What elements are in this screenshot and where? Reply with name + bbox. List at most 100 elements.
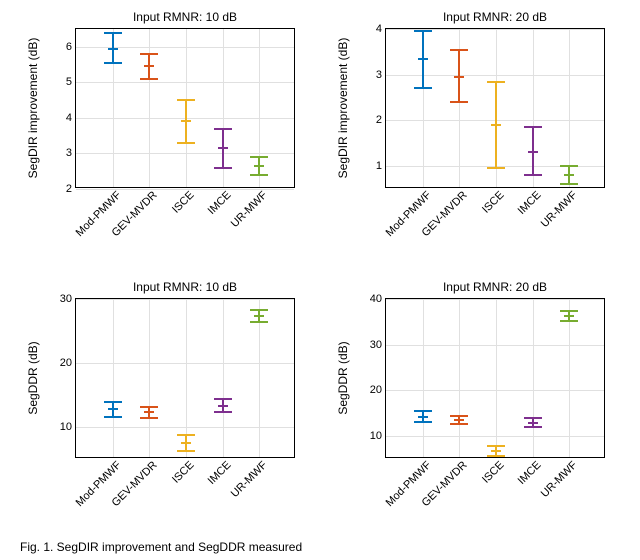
y-axis-label: SegDIR improvement (dB) bbox=[336, 38, 350, 179]
y-tick-label: 2 bbox=[376, 114, 386, 126]
errorbar-cap-bottom bbox=[560, 183, 578, 185]
errorbar-mean-tick bbox=[491, 450, 501, 452]
errorbar-cap-bottom bbox=[104, 62, 122, 64]
errorbar-cap-top bbox=[414, 410, 432, 412]
errorbar-stem bbox=[422, 31, 424, 88]
x-tick-label: ISCE bbox=[168, 187, 197, 216]
errorbar-cap-bottom bbox=[140, 78, 158, 80]
y-tick-label: 20 bbox=[370, 384, 386, 396]
errorbar-cap-bottom bbox=[214, 167, 232, 169]
errorbar-mean-tick bbox=[454, 76, 464, 78]
gridline-v bbox=[223, 299, 224, 457]
panel-title: Input RMNR: 20 dB bbox=[385, 280, 605, 294]
figure-caption: Fig. 1. SegDIR improvement and SegDDR me… bbox=[20, 540, 302, 554]
gridline-v bbox=[569, 29, 570, 187]
errorbar-cap-top bbox=[140, 406, 158, 408]
y-axis-label: SegDDR (dB) bbox=[336, 341, 350, 414]
errorbar-cap-bottom bbox=[414, 87, 432, 89]
gridline-h bbox=[76, 299, 294, 300]
errorbar-cap-top bbox=[524, 126, 542, 128]
gridline-v bbox=[459, 299, 460, 457]
errorbar-cap-top bbox=[214, 128, 232, 130]
x-tick-label: IMCE bbox=[513, 457, 543, 487]
panel-title: Input RMNR: 10 dB bbox=[75, 10, 295, 24]
plot-area-p3: 102030Mod-PMWFGEV-MVDRISCEIMCEUR-MWF bbox=[75, 298, 295, 458]
errorbar-cap-bottom bbox=[177, 142, 195, 144]
y-axis-label: SegDIR improvement (dB) bbox=[26, 38, 40, 179]
x-tick-label: UR-MWF bbox=[227, 187, 270, 230]
errorbar-cap-top bbox=[177, 99, 195, 101]
errorbar-cap-top bbox=[214, 398, 232, 400]
x-tick-label: ISCE bbox=[478, 457, 507, 486]
figure-root: 23456Mod-PMWFGEV-MVDRISCEIMCEUR-MWF Input… bbox=[0, 0, 640, 560]
gridline-h bbox=[76, 153, 294, 154]
y-tick-label: 1 bbox=[376, 160, 386, 172]
errorbar-cap-bottom bbox=[177, 450, 195, 452]
x-tick-label: IMCE bbox=[203, 187, 233, 217]
x-tick-label: UR-MWF bbox=[537, 457, 580, 500]
gridline-h bbox=[76, 427, 294, 428]
errorbar-mean-tick bbox=[418, 416, 428, 418]
gridline-h bbox=[386, 345, 604, 346]
errorbar-cap-bottom bbox=[560, 320, 578, 322]
errorbar-cap-top bbox=[487, 445, 505, 447]
y-tick-label: 30 bbox=[370, 339, 386, 351]
errorbar-cap-top bbox=[450, 415, 468, 417]
gridline-v bbox=[533, 299, 534, 457]
errorbar-cap-top bbox=[560, 310, 578, 312]
errorbar-cap-bottom bbox=[104, 416, 122, 418]
gridline-v bbox=[186, 299, 187, 457]
y-tick-label: 4 bbox=[66, 112, 76, 124]
gridline-h bbox=[386, 75, 604, 76]
x-tick-label: IMCE bbox=[203, 457, 233, 487]
y-tick-label: 10 bbox=[370, 430, 386, 442]
plot-area-p4: 10203040Mod-PMWFGEV-MVDRISCEIMCEUR-MWF bbox=[385, 298, 605, 458]
errorbar-mean-tick bbox=[218, 147, 228, 149]
y-axis-label: SegDDR (dB) bbox=[26, 341, 40, 414]
gridline-h bbox=[386, 436, 604, 437]
errorbar-cap-bottom bbox=[250, 321, 268, 323]
gridline-v bbox=[423, 299, 424, 457]
gridline-v bbox=[113, 299, 114, 457]
gridline-h bbox=[76, 82, 294, 83]
gridline-h bbox=[76, 363, 294, 364]
errorbar-mean-tick bbox=[418, 58, 428, 60]
errorbar-cap-bottom bbox=[450, 101, 468, 103]
errorbar-cap-bottom bbox=[450, 423, 468, 425]
y-tick-label: 30 bbox=[60, 293, 76, 305]
y-tick-label: 3 bbox=[376, 69, 386, 81]
errorbar-cap-top bbox=[250, 309, 268, 311]
errorbar-cap-bottom bbox=[524, 426, 542, 428]
errorbar-cap-bottom bbox=[214, 411, 232, 413]
errorbar-cap-top bbox=[487, 81, 505, 83]
errorbar-cap-bottom bbox=[414, 421, 432, 423]
errorbar-cap-top bbox=[104, 401, 122, 403]
errorbar-cap-top bbox=[250, 156, 268, 158]
plot-area-p1: 23456Mod-PMWFGEV-MVDRISCEIMCEUR-MWF bbox=[75, 28, 295, 188]
x-tick-label: ISCE bbox=[478, 187, 507, 216]
x-tick-label: UR-MWF bbox=[537, 187, 580, 230]
errorbar-cap-top bbox=[104, 32, 122, 34]
panel-title: Input RMNR: 10 dB bbox=[75, 280, 295, 294]
panel-title: Input RMNR: 20 dB bbox=[385, 10, 605, 24]
errorbar-mean-tick bbox=[181, 442, 191, 444]
errorbar-cap-bottom bbox=[487, 455, 505, 457]
errorbar-cap-bottom bbox=[487, 167, 505, 169]
errorbar-mean-tick bbox=[218, 405, 228, 407]
errorbar-mean-tick bbox=[108, 48, 118, 50]
y-tick-label: 40 bbox=[370, 293, 386, 305]
y-tick-label: 6 bbox=[66, 41, 76, 53]
errorbar-mean-tick bbox=[528, 422, 538, 424]
y-tick-label: 20 bbox=[60, 357, 76, 369]
errorbar-mean-tick bbox=[564, 174, 574, 176]
errorbar-mean-tick bbox=[491, 124, 501, 126]
errorbar-mean-tick bbox=[528, 151, 538, 153]
x-tick-label: ISCE bbox=[168, 457, 197, 486]
y-tick-label: 5 bbox=[66, 76, 76, 88]
x-tick-label: UR-MWF bbox=[227, 457, 270, 500]
y-tick-label: 4 bbox=[376, 23, 386, 35]
plot-area-p2: 1234Mod-PMWFGEV-MVDRISCEIMCEUR-MWF bbox=[385, 28, 605, 188]
gridline-v bbox=[149, 299, 150, 457]
y-tick-label: 10 bbox=[60, 421, 76, 433]
errorbar-mean-tick bbox=[454, 419, 464, 421]
